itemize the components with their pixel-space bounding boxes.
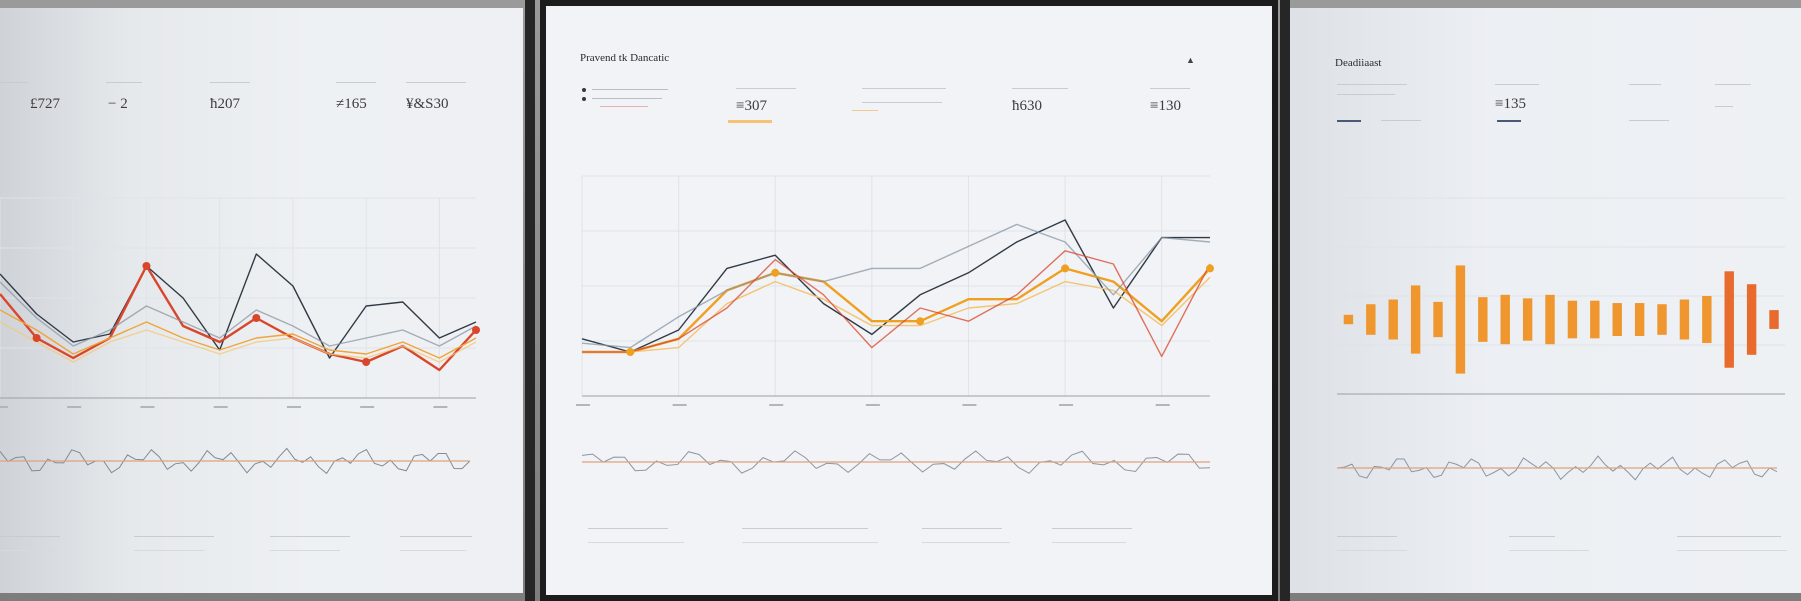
data-point [626,348,635,356]
middle-legend [582,88,668,107]
series-line-2 [0,264,477,372]
series-line-2 [582,267,1211,354]
bar [1433,301,1443,338]
series-line-1 [0,253,477,359]
data-point [1206,264,1214,273]
x-tick-label [962,404,977,406]
bar [1634,303,1645,336]
bar [1702,296,1712,344]
right-plot-area [1337,197,1785,395]
frame-edge-left [525,0,535,601]
data-point [252,314,261,322]
middle-menu-icon[interactable]: ▲ [1186,55,1195,65]
bar [1590,300,1600,339]
bar [1455,265,1466,374]
dashboard-panel-middle: Pravend tk Dancatic ▲ ≡307 ħ630 ≡130 [540,0,1278,601]
series-line-1 [581,219,1210,353]
frame-edge-right [1280,0,1290,601]
right-bar-chart: Deadiiaast ≡135 [1335,57,1787,551]
sparkline-path [581,450,1211,474]
middle-kpi-1: ≡307 [736,98,767,114]
middle-kpi-3: ≡130 [1150,98,1181,114]
data-point [1061,264,1070,273]
left-plot-area [0,197,480,408]
bar [1769,310,1779,329]
x-tick-label [67,406,82,408]
left-sparkline [0,447,471,475]
bar [1366,304,1376,335]
bar [1657,304,1667,335]
right-title: Deadiiaast [1335,57,1381,69]
series-line-5 [0,281,477,347]
left-kpi-5: ¥&S30 [406,96,449,112]
left-kpi-3: ħ207 [210,96,241,112]
bar [1343,314,1354,325]
x-tick-label [140,406,155,408]
right-kpi-1: ≡135 [1495,96,1526,112]
middle-title: Pravend tk Dancatic [580,52,669,64]
bar [1612,303,1622,336]
x-tick-label [213,406,228,408]
left-kpi-row: £727 − 2 ħ207 ≠165 ¥&S30 [0,82,466,112]
series-line-4 [0,321,477,363]
bar [1500,294,1510,345]
data-point [32,334,41,342]
left-footer-rules [0,536,472,551]
data-point [362,358,371,366]
bar [1410,285,1421,354]
series-line-5 [582,250,1211,358]
bar [1388,299,1398,340]
middle-footer-rules [588,528,1132,543]
middle-plot-area [576,175,1214,406]
left-kpi-1: £727 [30,96,61,112]
data-point [916,317,925,326]
left-kpi-2: − 2 [108,96,128,112]
data-point [771,268,780,277]
left-line-chart: £727 − 2 ħ207 ≠165 ¥&S30 [0,82,480,551]
bar [1679,299,1690,340]
bar [1478,297,1488,342]
x-tick-label [286,406,301,408]
middle-line-chart: Pravend tk Dancatic ▲ ≡307 ħ630 ≡130 [576,52,1214,543]
x-tick-label [769,404,784,406]
x-tick-label [865,404,880,406]
dashboard-panel-left: £727 − 2 ħ207 ≠165 ¥&S30 [0,8,523,593]
series-line-4 [581,223,1211,349]
bar [1567,300,1578,339]
x-tick-label [0,406,8,408]
left-kpi-4: ≠165 [336,96,367,112]
right-sparkline [1336,455,1778,481]
data-point [142,262,151,270]
sparkline-path [1336,455,1778,481]
bar [1746,284,1757,355]
series-line-3 [582,276,1211,353]
x-tick-label [672,404,687,406]
middle-kpi-2: ħ630 [1012,98,1042,114]
bar [1724,271,1734,368]
x-tick-label [433,406,448,408]
right-footer-rules [1337,536,1787,551]
bar [1522,298,1533,341]
bar [1545,294,1555,345]
x-tick-label [1059,404,1074,406]
dashboard-panel-right: Deadiiaast ≡135 [1285,8,1801,593]
x-tick-label [360,406,375,408]
x-tick-label [576,404,590,406]
x-tick-label [1155,404,1170,406]
middle-sparkline [581,450,1211,474]
data-point [472,326,480,334]
right-kpi-row: ≡135 [1337,84,1751,122]
series-line-3 [0,309,477,359]
middle-kpi-row: ≡307 ħ630 ≡130 [728,88,1190,123]
